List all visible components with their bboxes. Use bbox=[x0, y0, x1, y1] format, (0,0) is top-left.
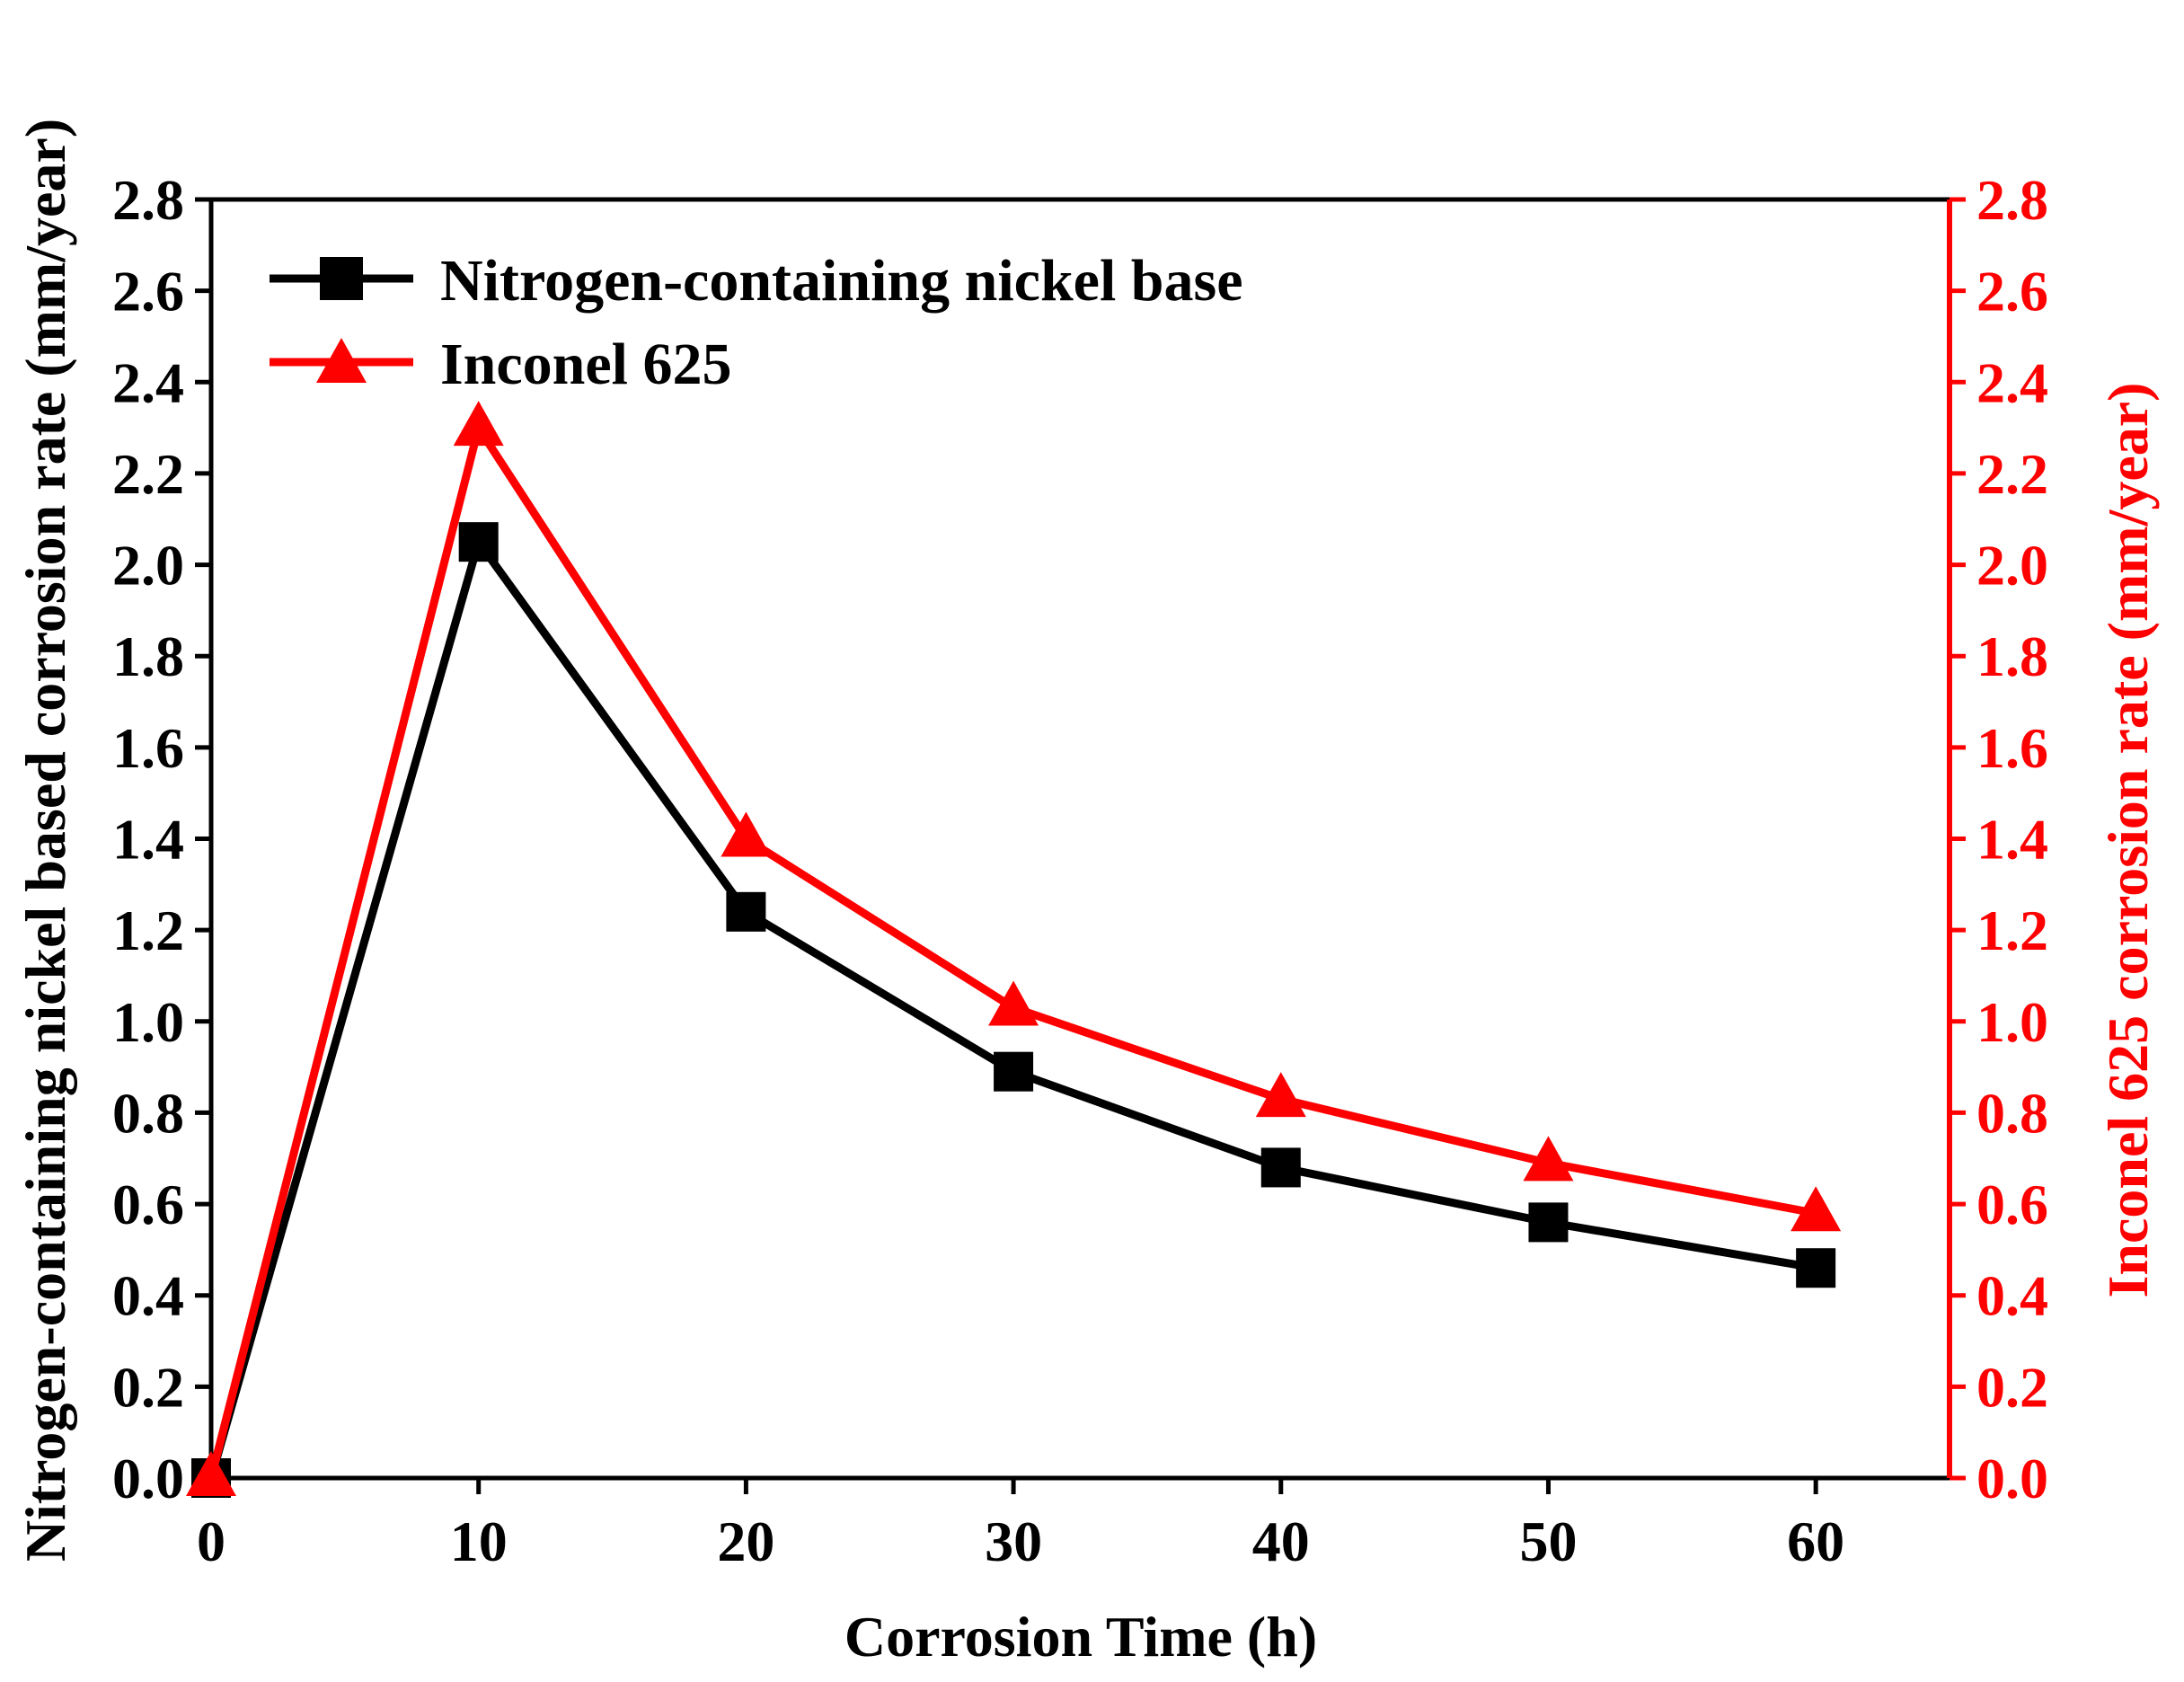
data-point-inconel-625 bbox=[988, 980, 1039, 1026]
left-y-tick-label: 0.6 bbox=[112, 1173, 184, 1236]
legend: Nitrogen-containing nickel base Inconel … bbox=[270, 248, 1242, 397]
data-point-inconel-625 bbox=[721, 811, 772, 857]
right-y-tick-label: 0.4 bbox=[1976, 1264, 2048, 1328]
series-line-inconel-625 bbox=[207, 423, 1817, 1480]
left-y-tick-label: 1.6 bbox=[112, 716, 184, 780]
legend-label-nickel-base: Nitrogen-containing nickel base bbox=[440, 248, 1242, 314]
right-y-axis-ticks: 0.0 0.2 0.4 0.6 0.8 1.0 1.2 1.4 1.6 1.8 2.0 2.2 2.4 2… bbox=[1950, 168, 2048, 1510]
right-y-tick-label: 1.8 bbox=[1976, 624, 2048, 688]
data-point-nickel-base bbox=[1260, 1147, 1301, 1188]
left-y-tick-label: 1.0 bbox=[112, 990, 184, 1054]
right-y-tick-label: 1.6 bbox=[1976, 716, 2048, 780]
x-tick-label: 40 bbox=[1252, 1509, 1310, 1573]
x-axis-title: Corrosion Time (h) bbox=[844, 1605, 1317, 1669]
right-y-axis-title: Inconel 625 corrosion rate (mm/year) bbox=[2096, 383, 2160, 1298]
left-y-tick-label: 2.0 bbox=[112, 534, 184, 598]
left-y-tick-label: 2.6 bbox=[112, 260, 184, 323]
left-y-tick-label: 1.2 bbox=[112, 899, 184, 962]
data-point-inconel-625 bbox=[1791, 1186, 1842, 1232]
x-tick-label: 60 bbox=[1787, 1509, 1844, 1573]
x-axis-ticks: 0 10 20 30 40 50 60 bbox=[197, 1478, 1844, 1573]
right-y-tick-label: 0.0 bbox=[1976, 1447, 2048, 1510]
x-tick-label: 30 bbox=[985, 1509, 1042, 1573]
legend-marker-square bbox=[320, 257, 363, 300]
right-y-tick-label: 1.2 bbox=[1976, 899, 2048, 962]
left-y-tick-label: 0.0 bbox=[112, 1447, 184, 1510]
x-tick-label: 50 bbox=[1519, 1509, 1577, 1573]
data-point-inconel-625 bbox=[1523, 1136, 1574, 1182]
left-y-tick-label: 0.4 bbox=[112, 1264, 184, 1328]
right-y-tick-label: 0.2 bbox=[1976, 1355, 2048, 1419]
data-point-nickel-base bbox=[994, 1051, 1034, 1092]
left-y-tick-label: 1.8 bbox=[112, 624, 184, 688]
data-point-nickel-base bbox=[1796, 1248, 1836, 1288]
data-point-nickel-base bbox=[1528, 1202, 1569, 1243]
data-point-nickel-base bbox=[458, 522, 499, 562]
right-y-tick-label: 2.2 bbox=[1976, 442, 2048, 506]
legend-label-inconel: Inconel 625 bbox=[440, 332, 732, 397]
right-y-tick-label: 1.0 bbox=[1976, 990, 2048, 1054]
data-point-nickel-base bbox=[726, 891, 766, 932]
left-y-tick-label: 0.8 bbox=[112, 1081, 184, 1145]
right-y-tick-label: 2.8 bbox=[1976, 168, 2048, 232]
data-point-inconel-625 bbox=[453, 401, 504, 447]
left-y-axis-title: Nitrogen-containing nickel based corrosi… bbox=[13, 119, 77, 1562]
x-tick-label: 10 bbox=[450, 1509, 508, 1573]
x-tick-label: 0 bbox=[197, 1509, 225, 1573]
right-y-tick-label: 0.8 bbox=[1976, 1081, 2048, 1145]
left-y-tick-label: 2.8 bbox=[112, 168, 184, 232]
left-y-axis-ticks: 0.0 0.2 0.4 0.6 0.8 1.0 1.2 1.4 1.6 1.8 2.0 2.2 2.4 2… bbox=[112, 168, 211, 1510]
left-y-tick-label: 0.2 bbox=[112, 1355, 184, 1419]
data-point-inconel-625 bbox=[186, 1451, 236, 1496]
x-tick-label: 20 bbox=[717, 1509, 774, 1573]
right-y-tick-label: 2.0 bbox=[1976, 534, 2048, 598]
right-y-tick-label: 2.6 bbox=[1976, 260, 2048, 323]
legend-marker-triangle bbox=[316, 338, 367, 383]
right-y-tick-label: 1.4 bbox=[1976, 808, 2048, 872]
left-y-tick-label: 2.2 bbox=[112, 442, 184, 506]
right-y-tick-label: 2.4 bbox=[1976, 350, 2048, 414]
series-layer bbox=[186, 401, 1842, 1498]
left-y-tick-label: 2.4 bbox=[112, 350, 184, 414]
right-y-tick-label: 0.6 bbox=[1976, 1173, 2048, 1236]
left-y-tick-label: 1.4 bbox=[112, 808, 184, 872]
data-point-inconel-625 bbox=[1255, 1072, 1306, 1118]
